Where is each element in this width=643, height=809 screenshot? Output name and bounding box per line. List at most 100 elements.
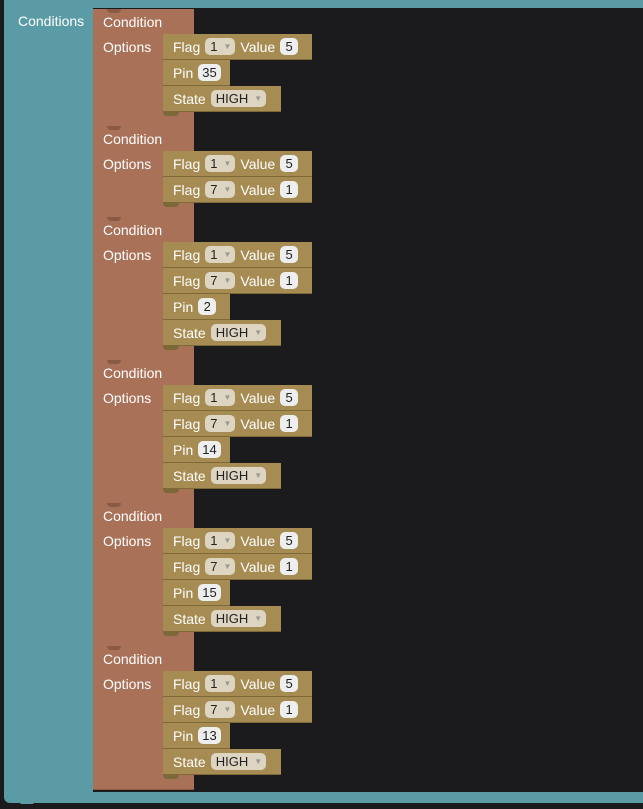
- flag-block[interactable]: Flag 1 ▼ Value 5: [163, 151, 312, 177]
- stack-bottom-edge: [163, 111, 179, 116]
- flag-label: Flag: [173, 246, 201, 263]
- flag-dropdown-value: 7: [210, 559, 218, 574]
- value-label: Value: [240, 272, 276, 289]
- dropdown-arrow-icon: ▼: [223, 185, 232, 194]
- value-input[interactable]: 1: [280, 558, 299, 575]
- state-block[interactable]: State HIGH ▼: [163, 463, 281, 489]
- value-input[interactable]: 1: [280, 181, 299, 198]
- condition-top-notch: [107, 9, 121, 13]
- value-label: Value: [240, 155, 276, 172]
- condition-options-label: Options: [103, 247, 152, 263]
- pin-block[interactable]: Pin 13: [163, 723, 230, 749]
- flag-label: Flag: [173, 532, 201, 549]
- stack-bottom-edge: [163, 345, 179, 350]
- flag-dropdown[interactable]: 7 ▼: [205, 558, 236, 575]
- condition-title: Condition: [103, 365, 163, 381]
- condition-options-label: Options: [103, 39, 152, 55]
- pin-input[interactable]: 15: [198, 584, 221, 601]
- state-dropdown[interactable]: HIGH ▼: [210, 610, 267, 627]
- value-input[interactable]: 5: [280, 246, 299, 263]
- flag-dropdown-value: 7: [210, 416, 218, 431]
- flag-dropdown-value: 1: [210, 247, 218, 262]
- pin-input[interactable]: 13: [198, 727, 221, 744]
- state-block[interactable]: State HIGH ▼: [163, 320, 281, 346]
- flag-dropdown-value: 7: [210, 702, 218, 717]
- flag-label: Flag: [173, 701, 201, 718]
- pin-block[interactable]: Pin 15: [163, 580, 230, 606]
- pin-block[interactable]: Pin 14: [163, 437, 230, 463]
- dropdown-arrow-icon: ▼: [254, 757, 263, 766]
- flag-block[interactable]: Flag 7 ▼ Value 1: [163, 268, 312, 294]
- flag-dropdown[interactable]: 1 ▼: [205, 532, 236, 549]
- condition-options-label: Options: [103, 156, 152, 172]
- value-input[interactable]: 5: [280, 389, 299, 406]
- pin-label: Pin: [173, 584, 194, 601]
- flag-dropdown[interactable]: 1 ▼: [205, 389, 236, 406]
- flag-dropdown[interactable]: 1 ▼: [205, 38, 236, 55]
- flag-block[interactable]: Flag 1 ▼ Value 5: [163, 385, 312, 411]
- condition-options-label: Options: [103, 390, 152, 406]
- value-label: Value: [240, 38, 276, 55]
- flag-label: Flag: [173, 155, 201, 172]
- value-label: Value: [240, 246, 276, 263]
- dropdown-arrow-icon: ▼: [223, 419, 232, 428]
- pin-input[interactable]: 14: [198, 441, 221, 458]
- state-block[interactable]: State HIGH ▼: [163, 86, 281, 112]
- flag-label: Flag: [173, 181, 201, 198]
- value-input[interactable]: 5: [280, 532, 299, 549]
- value-input[interactable]: 5: [280, 155, 299, 172]
- value-input[interactable]: 1: [280, 701, 299, 718]
- state-dropdown[interactable]: HIGH ▼: [210, 467, 267, 484]
- state-label: State: [173, 324, 206, 341]
- flag-block[interactable]: Flag 7 ▼ Value 1: [163, 177, 312, 203]
- flag-dropdown-value: 7: [210, 273, 218, 288]
- flag-dropdown[interactable]: 1 ▼: [205, 675, 236, 692]
- pin-input[interactable]: 2: [198, 298, 217, 315]
- flag-dropdown[interactable]: 1 ▼: [205, 246, 236, 263]
- flag-dropdown[interactable]: 7 ▼: [205, 701, 236, 718]
- pin-label: Pin: [173, 727, 194, 744]
- condition-top-notch: [107, 360, 121, 364]
- workspace-bottom-edge: [0, 804, 643, 809]
- flag-dropdown[interactable]: 7 ▼: [205, 272, 236, 289]
- flag-block[interactable]: Flag 7 ▼ Value 1: [163, 697, 312, 723]
- condition-top-notch: [107, 503, 121, 507]
- flag-block[interactable]: Flag 1 ▼ Value 5: [163, 34, 312, 60]
- value-input[interactable]: 1: [280, 415, 299, 432]
- flag-dropdown[interactable]: 7 ▼: [205, 181, 236, 198]
- pin-input[interactable]: 35: [198, 64, 221, 81]
- condition-top-notch: [107, 217, 121, 221]
- flag-dropdown[interactable]: 1 ▼: [205, 155, 236, 172]
- flag-block[interactable]: Flag 7 ▼ Value 1: [163, 554, 312, 580]
- flag-block[interactable]: Flag 7 ▼ Value 1: [163, 411, 312, 437]
- flag-dropdown-value: 1: [210, 390, 218, 405]
- condition-title: Condition: [103, 131, 163, 147]
- condition-options-label: Options: [103, 676, 152, 692]
- condition-title: Condition: [103, 508, 163, 524]
- flag-label: Flag: [173, 415, 201, 432]
- condition-options-label: Options: [103, 533, 152, 549]
- flag-dropdown[interactable]: 7 ▼: [205, 415, 236, 432]
- flag-block[interactable]: Flag 1 ▼ Value 5: [163, 671, 312, 697]
- value-input[interactable]: 5: [280, 675, 299, 692]
- value-input[interactable]: 1: [280, 272, 299, 289]
- state-dropdown[interactable]: HIGH ▼: [210, 90, 267, 107]
- flag-block[interactable]: Flag 1 ▼ Value 5: [163, 242, 312, 268]
- dropdown-arrow-icon: ▼: [223, 42, 232, 51]
- pin-block[interactable]: Pin 2: [163, 294, 230, 320]
- pin-block[interactable]: Pin 35: [163, 60, 230, 86]
- value-label: Value: [240, 675, 276, 692]
- flag-dropdown-value: 7: [210, 182, 218, 197]
- state-block[interactable]: State HIGH ▼: [163, 606, 281, 632]
- value-input[interactable]: 5: [280, 38, 299, 55]
- state-dropdown-value: HIGH: [215, 325, 249, 340]
- flag-block[interactable]: Flag 1 ▼ Value 5: [163, 528, 312, 554]
- state-dropdown[interactable]: HIGH ▼: [210, 324, 267, 341]
- state-dropdown[interactable]: HIGH ▼: [210, 753, 267, 770]
- flag-label: Flag: [173, 272, 201, 289]
- value-label: Value: [240, 558, 276, 575]
- value-label: Value: [240, 181, 276, 198]
- state-block[interactable]: State HIGH ▼: [163, 749, 281, 775]
- dropdown-arrow-icon: ▼: [223, 276, 232, 285]
